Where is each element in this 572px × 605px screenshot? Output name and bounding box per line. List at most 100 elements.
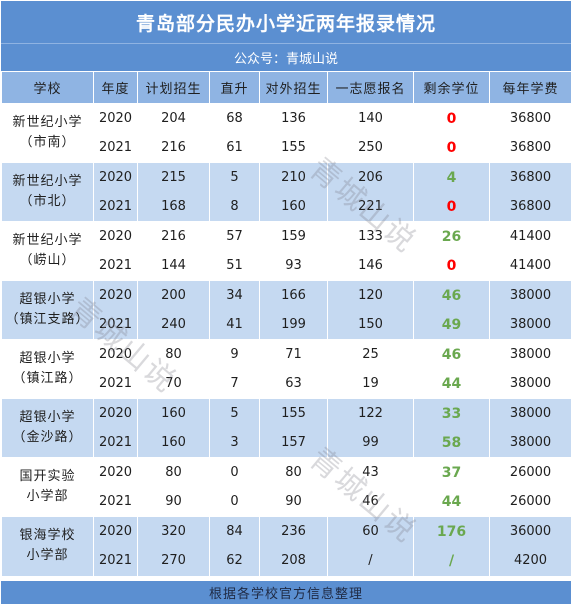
planned-cell: 160 (137, 398, 210, 428)
external-cell: 159 (259, 221, 328, 251)
year-cell: 2020 (93, 339, 138, 369)
planned-cell: 270 (137, 546, 210, 576)
remaining-cell: 44 (413, 369, 490, 399)
planned-cell: 216 (137, 221, 210, 251)
planned-cell: 144 (137, 251, 210, 281)
planned-cell: 80 (137, 339, 210, 369)
external-cell: 166 (259, 280, 328, 310)
direct-cell: 57 (209, 221, 260, 251)
table-row: 新世纪小学 （市南） 2020 204 68 136 140 0 36800 (1, 103, 572, 163)
external-cell: 160 (259, 192, 328, 222)
external-cell: 208 (259, 546, 328, 576)
tuition-cell: 38000 (489, 428, 572, 458)
school-name-cell: 超银小学 （金沙路） (1, 398, 94, 458)
table-row: 国开实验 小学部 2020 80 0 80 43 37 26000 (1, 457, 572, 517)
school-name-line: 新世纪小学 (12, 233, 83, 248)
year-cell: 2020 (93, 280, 138, 310)
remaining-cell: 0 (413, 103, 490, 133)
table-row: 银海学校 小学部 2020 320 84 236 60 176 36000 (1, 516, 572, 576)
external-cell: 71 (259, 339, 328, 369)
first-choice-cell: 122 (327, 398, 414, 428)
direct-cell: 41 (209, 310, 260, 340)
year-cell: 2021 (93, 369, 138, 399)
remaining-cell: 0 (413, 192, 490, 222)
table-row: 2021 240 41 199 150 49 38000 (2, 310, 572, 340)
first-choice-cell: 19 (327, 369, 414, 399)
school-name-cell: 新世纪小学 （市北） (1, 162, 94, 222)
school-name-cell: 超银小学 （镇江路） (1, 339, 94, 399)
first-choice-cell: 133 (327, 221, 414, 251)
tuition-cell: 36800 (489, 133, 572, 163)
tuition-cell: 38000 (489, 339, 572, 369)
page-subtitle: 公众号：青城山说 (1, 43, 571, 71)
external-cell: 236 (259, 516, 328, 546)
planned-cell: 80 (137, 457, 210, 487)
tuition-cell: 38000 (489, 310, 572, 340)
tuition-cell: 38000 (489, 369, 572, 399)
tuition-cell: 36800 (489, 162, 572, 192)
school-name-line: 新世纪小学 (12, 115, 83, 130)
first-choice-cell: 146 (327, 251, 414, 281)
table-row: 2021 144 51 93 146 0 41400 (2, 251, 572, 281)
remaining-cell: 46 (413, 339, 490, 369)
planned-cell: 160 (137, 428, 210, 458)
school-name-line: 超银小学 (19, 351, 76, 366)
table-row: 2021 168 8 160 221 0 36800 (2, 192, 572, 222)
tuition-cell: 4200 (489, 546, 572, 576)
tuition-cell: 38000 (489, 280, 572, 310)
planned-cell: 320 (137, 516, 210, 546)
year-cell: 2021 (93, 310, 138, 340)
year-cell: 2020 (93, 162, 138, 192)
remaining-cell: 0 (413, 133, 490, 163)
external-cell: 80 (259, 457, 328, 487)
school-name-line: 小学部 (26, 489, 69, 504)
school-name-cell: 新世纪小学 （崂山） (1, 221, 94, 281)
school-name-line: （金沙路） (12, 430, 83, 445)
direct-cell: 5 (209, 162, 260, 192)
planned-cell: 204 (137, 103, 210, 133)
remaining-cell: 58 (413, 428, 490, 458)
year-cell: 2021 (93, 133, 138, 163)
year-cell: 2020 (93, 398, 138, 428)
school-name-line: （镇江路） (12, 371, 83, 386)
external-cell: 157 (259, 428, 328, 458)
first-choice-cell: 140 (327, 103, 414, 133)
table-row: 2021 70 7 63 19 44 38000 (2, 369, 572, 399)
table-row: 2021 216 61 155 250 0 36800 (2, 133, 572, 163)
planned-cell: 216 (137, 133, 210, 163)
table-row: 2021 90 0 90 46 44 26000 (2, 487, 572, 517)
direct-cell: 0 (209, 487, 260, 517)
first-choice-cell: 150 (327, 310, 414, 340)
col-header-external: 对外招生 (259, 71, 328, 104)
direct-cell: 68 (209, 103, 260, 133)
table-row: 2021 160 3 157 99 58 38000 (2, 428, 572, 458)
school-name-line: 新世纪小学 (12, 174, 83, 189)
external-cell: 90 (259, 487, 328, 517)
table-row: 超银小学 （镇江路） 2020 80 9 71 25 46 38000 (1, 339, 572, 399)
planned-cell: 240 (137, 310, 210, 340)
direct-cell: 0 (209, 457, 260, 487)
planned-cell: 90 (137, 487, 210, 517)
first-choice-cell: 46 (327, 487, 414, 517)
remaining-cell: / (413, 546, 490, 576)
direct-cell: 7 (209, 369, 260, 399)
school-name-cell: 新世纪小学 （市南） (1, 103, 94, 163)
first-choice-cell: / (327, 546, 414, 576)
first-choice-cell: 43 (327, 457, 414, 487)
school-name-line: 小学部 (26, 548, 69, 564)
header-row: 学校 年度 计划招生 直升 对外招生 一志愿报名 剩余学位 每年学费 (1, 71, 572, 104)
school-name-cell: 银海学校 小学部 (1, 516, 94, 576)
table-row: 新世纪小学 （崂山） 2020 216 57 159 133 26 41400 (1, 221, 572, 281)
planned-cell: 168 (137, 192, 210, 222)
direct-cell: 5 (209, 398, 260, 428)
table-row: 超银小学 （金沙路） 2020 160 5 155 122 33 38000 (1, 398, 572, 458)
table-row: 2021 270 62 208//4200 (2, 546, 572, 576)
school-name-line: 银海学校 (19, 528, 76, 544)
col-header-year: 年度 (93, 71, 138, 104)
remaining-cell: 0 (413, 251, 490, 281)
tuition-cell: 38000 (489, 398, 572, 428)
school-name-cell: 国开实验 小学部 (1, 457, 94, 517)
remaining-cell: 4 (413, 162, 490, 192)
year-cell: 2020 (93, 457, 138, 487)
external-cell: 63 (259, 369, 328, 399)
